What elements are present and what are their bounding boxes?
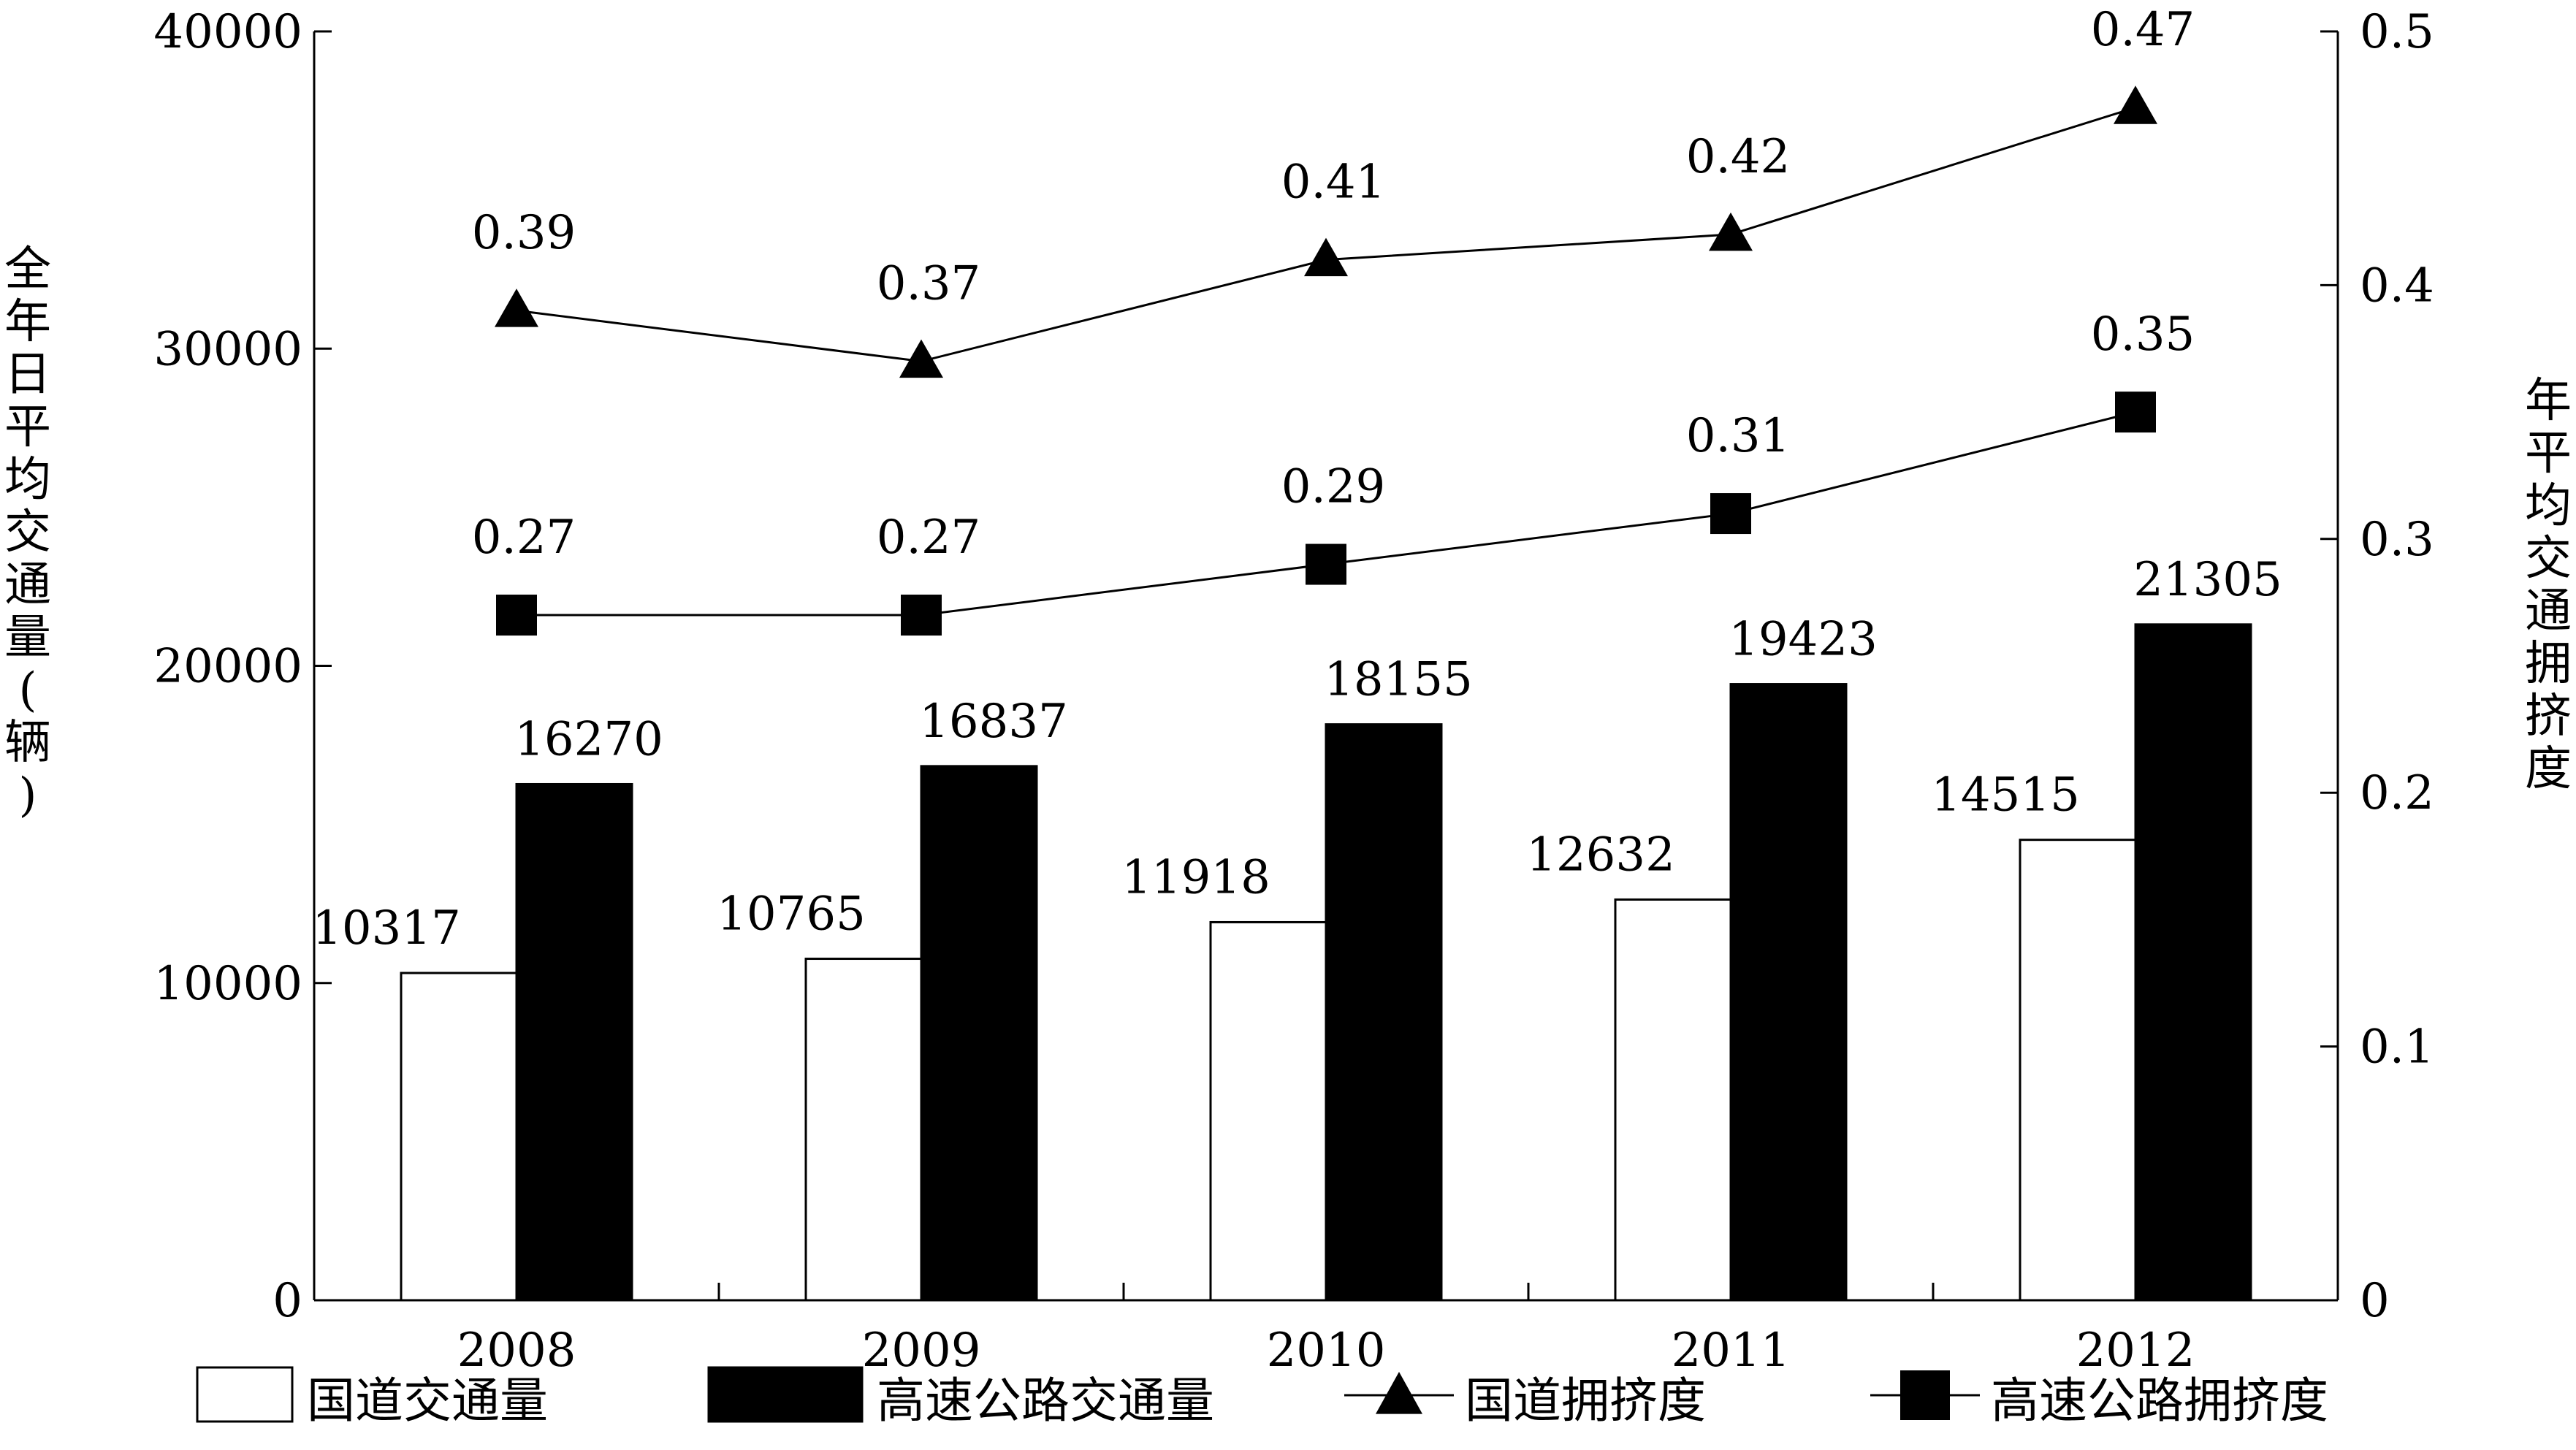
- bar-data-label: 14515: [1931, 768, 2080, 823]
- bar-data-label: 19423: [1729, 613, 1878, 667]
- line-data-label: 0.35: [2091, 308, 2195, 362]
- left-tick-label: 30000: [153, 322, 302, 376]
- triangle-marker: [1304, 237, 1348, 277]
- legend-triangle-marker: [1376, 1372, 1422, 1414]
- triangle-marker: [899, 339, 943, 378]
- bar: [2134, 623, 2252, 1302]
- line-data-label: 0.41: [1281, 156, 1386, 210]
- right-tick-label: 0.3: [2360, 513, 2434, 567]
- square-marker: [2115, 392, 2156, 433]
- line-data-label: 0.31: [1686, 409, 1791, 463]
- legend: 国道交通量 高速公路交通量 国道拥挤度 高速公路拥挤度: [196, 1366, 2328, 1429]
- legend-swatch: [196, 1366, 294, 1423]
- triangle-marker: [1709, 212, 1753, 251]
- bar-data-label: 16270: [514, 712, 663, 766]
- right-tick-label: 0.2: [2360, 766, 2434, 820]
- left-tick-label: 0: [273, 1274, 302, 1328]
- series-line: [516, 106, 2136, 363]
- data-labels: 10317 10765 11918 12632 14515 16270 16837 18155…: [312, 3, 2282, 955]
- bar: [1729, 683, 1848, 1302]
- triangle-marker: [495, 289, 538, 327]
- bar-data-label: 10765: [717, 888, 866, 942]
- lines: [495, 85, 2157, 636]
- line-data-label: 0.27: [472, 511, 576, 565]
- bar: [2019, 839, 2137, 1302]
- x-tick-label: 2011: [1672, 1324, 1791, 1378]
- triangle-marker: [2114, 85, 2157, 124]
- bar: [515, 782, 633, 1302]
- right-tick-label: 0.4: [2360, 259, 2434, 313]
- legend-label: 国道拥挤度: [1465, 1373, 1706, 1429]
- square-marker: [1306, 543, 1346, 585]
- right-tick-label: 0: [2360, 1274, 2390, 1328]
- bar: [1614, 898, 1732, 1302]
- line-data-label: 0.37: [877, 257, 981, 311]
- legend-label: 高速公路拥挤度: [1991, 1373, 2328, 1429]
- line-data-label: 0.47: [2091, 3, 2195, 57]
- line-data-label: 0.27: [877, 511, 981, 565]
- square-marker: [901, 595, 942, 636]
- bar: [920, 765, 1038, 1302]
- square-marker: [1710, 493, 1751, 535]
- x-tick-label: 2008: [457, 1324, 576, 1378]
- tick-labels: 0 10000 20000 30000 40000 0 0.1 0.2 0.3 0.4 0.5 200…: [153, 5, 2434, 1378]
- x-tick-label: 2010: [1267, 1324, 1386, 1378]
- line-data-label: 0.39: [472, 206, 576, 260]
- left-tick-label: 20000: [153, 640, 302, 694]
- right-tick-label: 0.5: [2360, 5, 2434, 59]
- left-tick-label: 40000: [153, 5, 302, 59]
- right-axis-title: 年平均交通拥挤度: [2525, 374, 2572, 796]
- bar-data-label: 18155: [1324, 653, 1473, 707]
- bar: [1325, 723, 1443, 1302]
- bar-data-label: 12632: [1526, 828, 1675, 882]
- bar-data-label: 11918: [1121, 850, 1270, 904]
- left-axis-title: 全年日平均交通量(辆): [4, 243, 51, 823]
- right-tick-label: 0.1: [2360, 1020, 2434, 1075]
- bar: [804, 958, 923, 1302]
- legend-square-marker: [1900, 1370, 1950, 1420]
- legend-label: 高速公路交通量: [877, 1373, 1214, 1429]
- bar-data-label: 16837: [919, 695, 1068, 749]
- x-tick-label: 2009: [862, 1324, 981, 1378]
- bar: [1209, 920, 1327, 1302]
- line-data-label: 0.42: [1686, 130, 1791, 184]
- bar-data-label: 10317: [312, 901, 461, 955]
- bars: [400, 623, 2252, 1302]
- line-data-label: 0.29: [1281, 460, 1386, 514]
- bar-data-label: 21305: [2133, 553, 2282, 607]
- square-marker: [496, 595, 537, 636]
- left-tick-label: 10000: [153, 957, 302, 1011]
- legend-label: 国道交通量: [307, 1373, 548, 1429]
- legend-swatch: [707, 1366, 864, 1423]
- axis-titles: 全年日平均交通量(辆) 年平均交通拥挤度: [4, 243, 2572, 823]
- bar: [400, 972, 518, 1302]
- x-tick-label: 2012: [2076, 1324, 2195, 1378]
